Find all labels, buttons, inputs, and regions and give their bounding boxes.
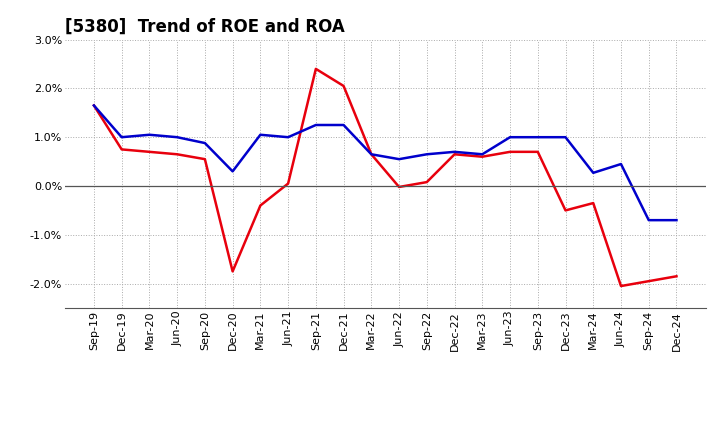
ROA bbox=[367, 152, 376, 157]
ROE bbox=[312, 66, 320, 72]
ROE bbox=[284, 181, 292, 186]
ROE bbox=[201, 157, 210, 162]
ROE bbox=[89, 103, 98, 108]
ROE bbox=[173, 152, 181, 157]
ROE bbox=[228, 269, 237, 274]
ROE bbox=[117, 147, 126, 152]
ROA bbox=[145, 132, 154, 137]
ROA bbox=[228, 169, 237, 174]
ROA bbox=[284, 135, 292, 140]
ROA bbox=[312, 122, 320, 128]
ROA bbox=[534, 135, 542, 140]
Line: ROA: ROA bbox=[94, 106, 677, 220]
ROE bbox=[589, 201, 598, 206]
ROA bbox=[173, 135, 181, 140]
ROE bbox=[616, 283, 625, 289]
ROA bbox=[505, 135, 514, 140]
ROA bbox=[616, 161, 625, 167]
ROE bbox=[561, 208, 570, 213]
ROA bbox=[423, 152, 431, 157]
ROA bbox=[672, 217, 681, 223]
ROA bbox=[339, 122, 348, 128]
ROA bbox=[256, 132, 265, 137]
ROE bbox=[478, 154, 487, 159]
ROA bbox=[561, 135, 570, 140]
ROE bbox=[505, 149, 514, 154]
ROE bbox=[256, 203, 265, 208]
Text: [5380]  Trend of ROE and ROA: [5380] Trend of ROE and ROA bbox=[65, 17, 345, 35]
ROE bbox=[534, 149, 542, 154]
ROE bbox=[395, 184, 403, 190]
ROE bbox=[339, 83, 348, 88]
ROE bbox=[423, 180, 431, 185]
ROE bbox=[145, 149, 154, 154]
ROA bbox=[201, 140, 210, 146]
ROA bbox=[117, 135, 126, 140]
ROA bbox=[395, 157, 403, 162]
ROA bbox=[478, 152, 487, 157]
ROA bbox=[589, 170, 598, 176]
ROA bbox=[644, 217, 653, 223]
ROE bbox=[672, 274, 681, 279]
ROA bbox=[450, 149, 459, 154]
ROE bbox=[450, 152, 459, 157]
ROA bbox=[89, 103, 98, 108]
ROE bbox=[644, 279, 653, 284]
ROE bbox=[367, 152, 376, 157]
Line: ROE: ROE bbox=[94, 69, 677, 286]
